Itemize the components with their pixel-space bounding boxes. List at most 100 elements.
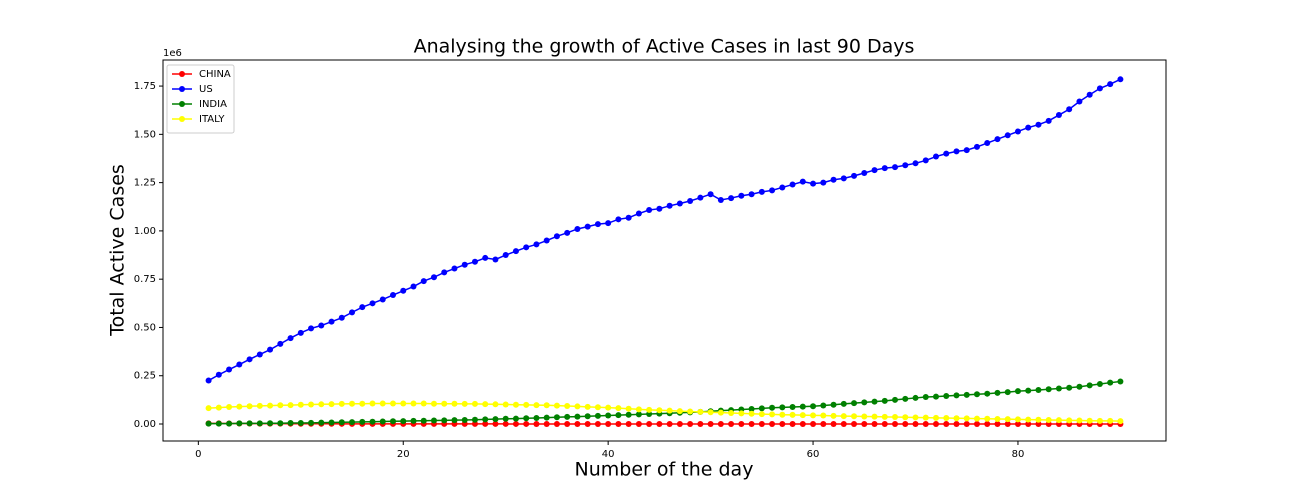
data-point [943, 415, 950, 422]
data-point [553, 420, 560, 427]
data-point [625, 405, 632, 412]
data-point [369, 418, 376, 425]
data-point [789, 404, 796, 411]
data-point [605, 404, 612, 411]
data-point [738, 192, 745, 199]
data-point [533, 241, 540, 248]
chart-title: Analysing the growth of Active Cases in … [414, 36, 915, 58]
data-point [328, 419, 335, 426]
data-point [420, 278, 427, 285]
data-point [902, 414, 909, 421]
data-point [994, 136, 1001, 143]
data-point [810, 180, 817, 187]
data-point [697, 408, 704, 415]
data-point [523, 415, 530, 422]
data-point [410, 417, 417, 424]
data-point [892, 164, 899, 171]
data-point [666, 420, 673, 427]
data-point [400, 418, 407, 425]
data-point [851, 420, 858, 427]
data-point [615, 216, 622, 223]
data-point [963, 147, 970, 154]
data-point [246, 420, 253, 427]
data-point [287, 420, 294, 427]
data-point [369, 300, 376, 307]
data-point [932, 153, 939, 160]
data-point [912, 420, 919, 427]
data-point [943, 393, 950, 400]
data-point [984, 420, 991, 427]
data-point [892, 396, 899, 403]
plot-frame [162, 59, 1167, 442]
data-point [1025, 416, 1032, 423]
data-point [1117, 418, 1124, 425]
series-line [208, 78, 1121, 382]
data-point [635, 420, 642, 427]
data-point [277, 402, 284, 409]
data-point [717, 409, 724, 416]
data-point [502, 401, 509, 408]
data-point [584, 420, 591, 427]
data-point [574, 413, 581, 420]
data-point [512, 248, 519, 255]
data-point [973, 143, 980, 150]
data-point [215, 404, 222, 411]
data-point [748, 410, 755, 417]
data-point [328, 318, 335, 325]
data-point [902, 395, 909, 402]
data-point [1086, 91, 1093, 98]
y-axis-label: Total Active Cases [107, 164, 129, 337]
data-point [922, 393, 929, 400]
data-point [1086, 382, 1093, 389]
data-point [635, 406, 642, 413]
series-line [208, 380, 1121, 425]
data-point [471, 416, 478, 423]
data-point [728, 420, 735, 427]
data-point [1045, 416, 1052, 423]
data-point [267, 402, 274, 409]
data-point [471, 258, 478, 265]
data-point [1076, 98, 1083, 105]
data-point [1066, 417, 1073, 424]
data-point [502, 420, 509, 427]
data-point [1004, 420, 1011, 427]
y-offset-label: 1e6 [163, 48, 182, 59]
data-point [748, 405, 755, 412]
data-point [205, 377, 212, 384]
data-point [461, 261, 468, 268]
data-point [564, 420, 571, 427]
data-point [840, 400, 847, 407]
data-point [308, 401, 315, 408]
data-point [707, 191, 714, 198]
legend-label: US [199, 84, 213, 95]
y-tick-label: 0.75 [134, 274, 156, 285]
y-tick-label: 0.50 [134, 322, 156, 333]
data-point [308, 419, 315, 426]
data-point [564, 229, 571, 236]
data-point [953, 148, 960, 155]
data-point [932, 393, 939, 400]
data-point [953, 415, 960, 422]
data-point [656, 407, 663, 414]
data-point [471, 420, 478, 427]
data-point [994, 389, 1001, 396]
data-point [226, 404, 233, 411]
data-point [666, 202, 673, 209]
legend-label: INDIA [199, 99, 227, 110]
data-point [349, 419, 356, 426]
data-point [840, 413, 847, 420]
data-point [492, 401, 499, 408]
data-point [1004, 132, 1011, 139]
data-point [215, 371, 222, 378]
data-point [1055, 417, 1062, 424]
data-point [1045, 386, 1052, 393]
data-point [871, 420, 878, 427]
x-tick-label: 0 [195, 449, 201, 460]
data-point [984, 140, 991, 147]
data-point [482, 420, 489, 427]
data-point [810, 420, 817, 427]
data-point [861, 420, 868, 427]
data-point [789, 181, 796, 188]
data-point [779, 411, 786, 418]
data-point [553, 402, 560, 409]
